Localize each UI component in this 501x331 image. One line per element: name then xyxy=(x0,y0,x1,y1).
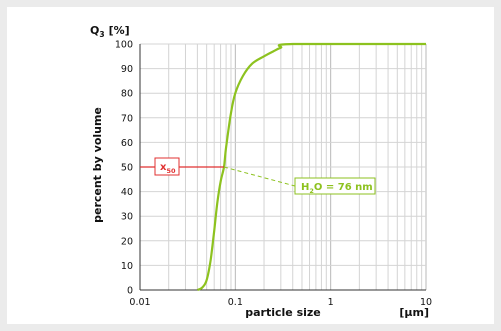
x-axis-unit: [µm] xyxy=(399,306,429,319)
annotation-leader xyxy=(223,166,296,187)
x-tick-label: 1 xyxy=(328,297,334,308)
chart-panel: 0 10 20 30 40 50 60 70 80 90 100 0.01 0.1 1 10 Q3 [%] p… xyxy=(7,7,494,324)
y-tick-label: 100 xyxy=(115,40,133,51)
y-tick-label: 20 xyxy=(121,236,133,247)
x50-marker xyxy=(140,166,296,187)
y-tick-label: 70 xyxy=(121,113,133,124)
y-tick-label: 10 xyxy=(121,261,133,272)
y-tick-label: 60 xyxy=(121,138,133,149)
y-tick-label: 40 xyxy=(121,187,133,198)
x-tick-label: 0.1 xyxy=(228,297,243,308)
x-tick-label: 10 xyxy=(420,297,432,308)
x50-label: x50 xyxy=(154,157,180,176)
svg-text:x50: x50 xyxy=(160,162,176,175)
svg-text:H2O = 76 nm: H2O = 76 nm xyxy=(301,182,373,195)
y-axis-symbol: Q3 [%] xyxy=(90,24,130,39)
y-tick-label: 30 xyxy=(121,212,133,223)
particle-size-chart: 0 10 20 30 40 50 60 70 80 90 100 0.01 0.1 1 10 Q3 [%] p… xyxy=(90,24,432,319)
x-tick-label: 0.01 xyxy=(129,297,150,308)
y-tick-label: 80 xyxy=(121,89,133,100)
y-tick-label: 0 xyxy=(127,286,133,297)
y-tick-label: 50 xyxy=(121,163,133,174)
y-tick-label: 90 xyxy=(121,64,133,75)
series xyxy=(196,42,426,292)
h2o-annotation: H2O = 76 nm xyxy=(294,177,376,195)
series-line xyxy=(196,42,426,292)
tick-labels: 0 10 20 30 40 50 60 70 80 90 100 0.01 0.1 1 10 xyxy=(115,40,432,309)
x-axis-title: particle size xyxy=(245,306,321,319)
y-axis-title: percent by volume xyxy=(91,107,104,223)
